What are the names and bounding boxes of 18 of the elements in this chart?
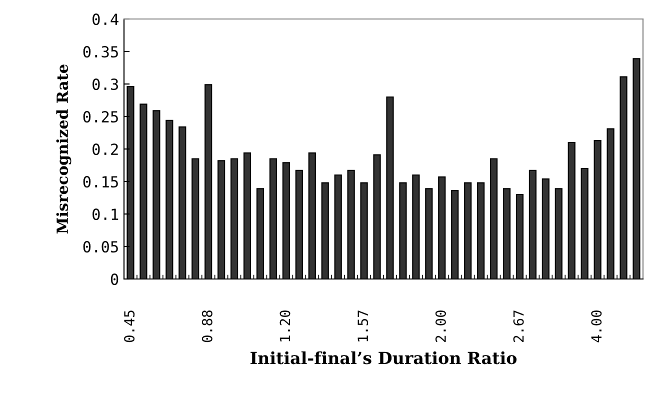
x-tick-label: 2.00 — [435, 310, 446, 342]
y-tick-label: 0.2 — [92, 144, 118, 156]
x-tick-label: 1.20 — [280, 310, 290, 342]
y-tick-label: 0 — [110, 274, 118, 286]
y-tick-label: 0.15 — [83, 176, 118, 188]
x-tick-label: 0.45 — [124, 310, 135, 342]
x-axis-title: Initial-final’s Duration Ratio — [250, 351, 517, 364]
x-tick-label: 0.88 — [202, 310, 212, 342]
x-tick-label: 2.67 — [513, 310, 524, 342]
y-tick-label: 0.4 — [92, 14, 118, 26]
y-tick-label: 0.35 — [83, 46, 118, 58]
x-tick-label: 1.57 — [358, 310, 368, 342]
y-axis-title: Misrecognized Rate — [56, 64, 72, 234]
x-tick-label: 4.00 — [591, 310, 602, 342]
y-tick-label: 0.05 — [83, 241, 118, 253]
y-tick-label: 0.1 — [92, 208, 118, 220]
y-tick-label: 0.25 — [83, 111, 118, 123]
y-tick-label: 0.3 — [92, 78, 118, 90]
